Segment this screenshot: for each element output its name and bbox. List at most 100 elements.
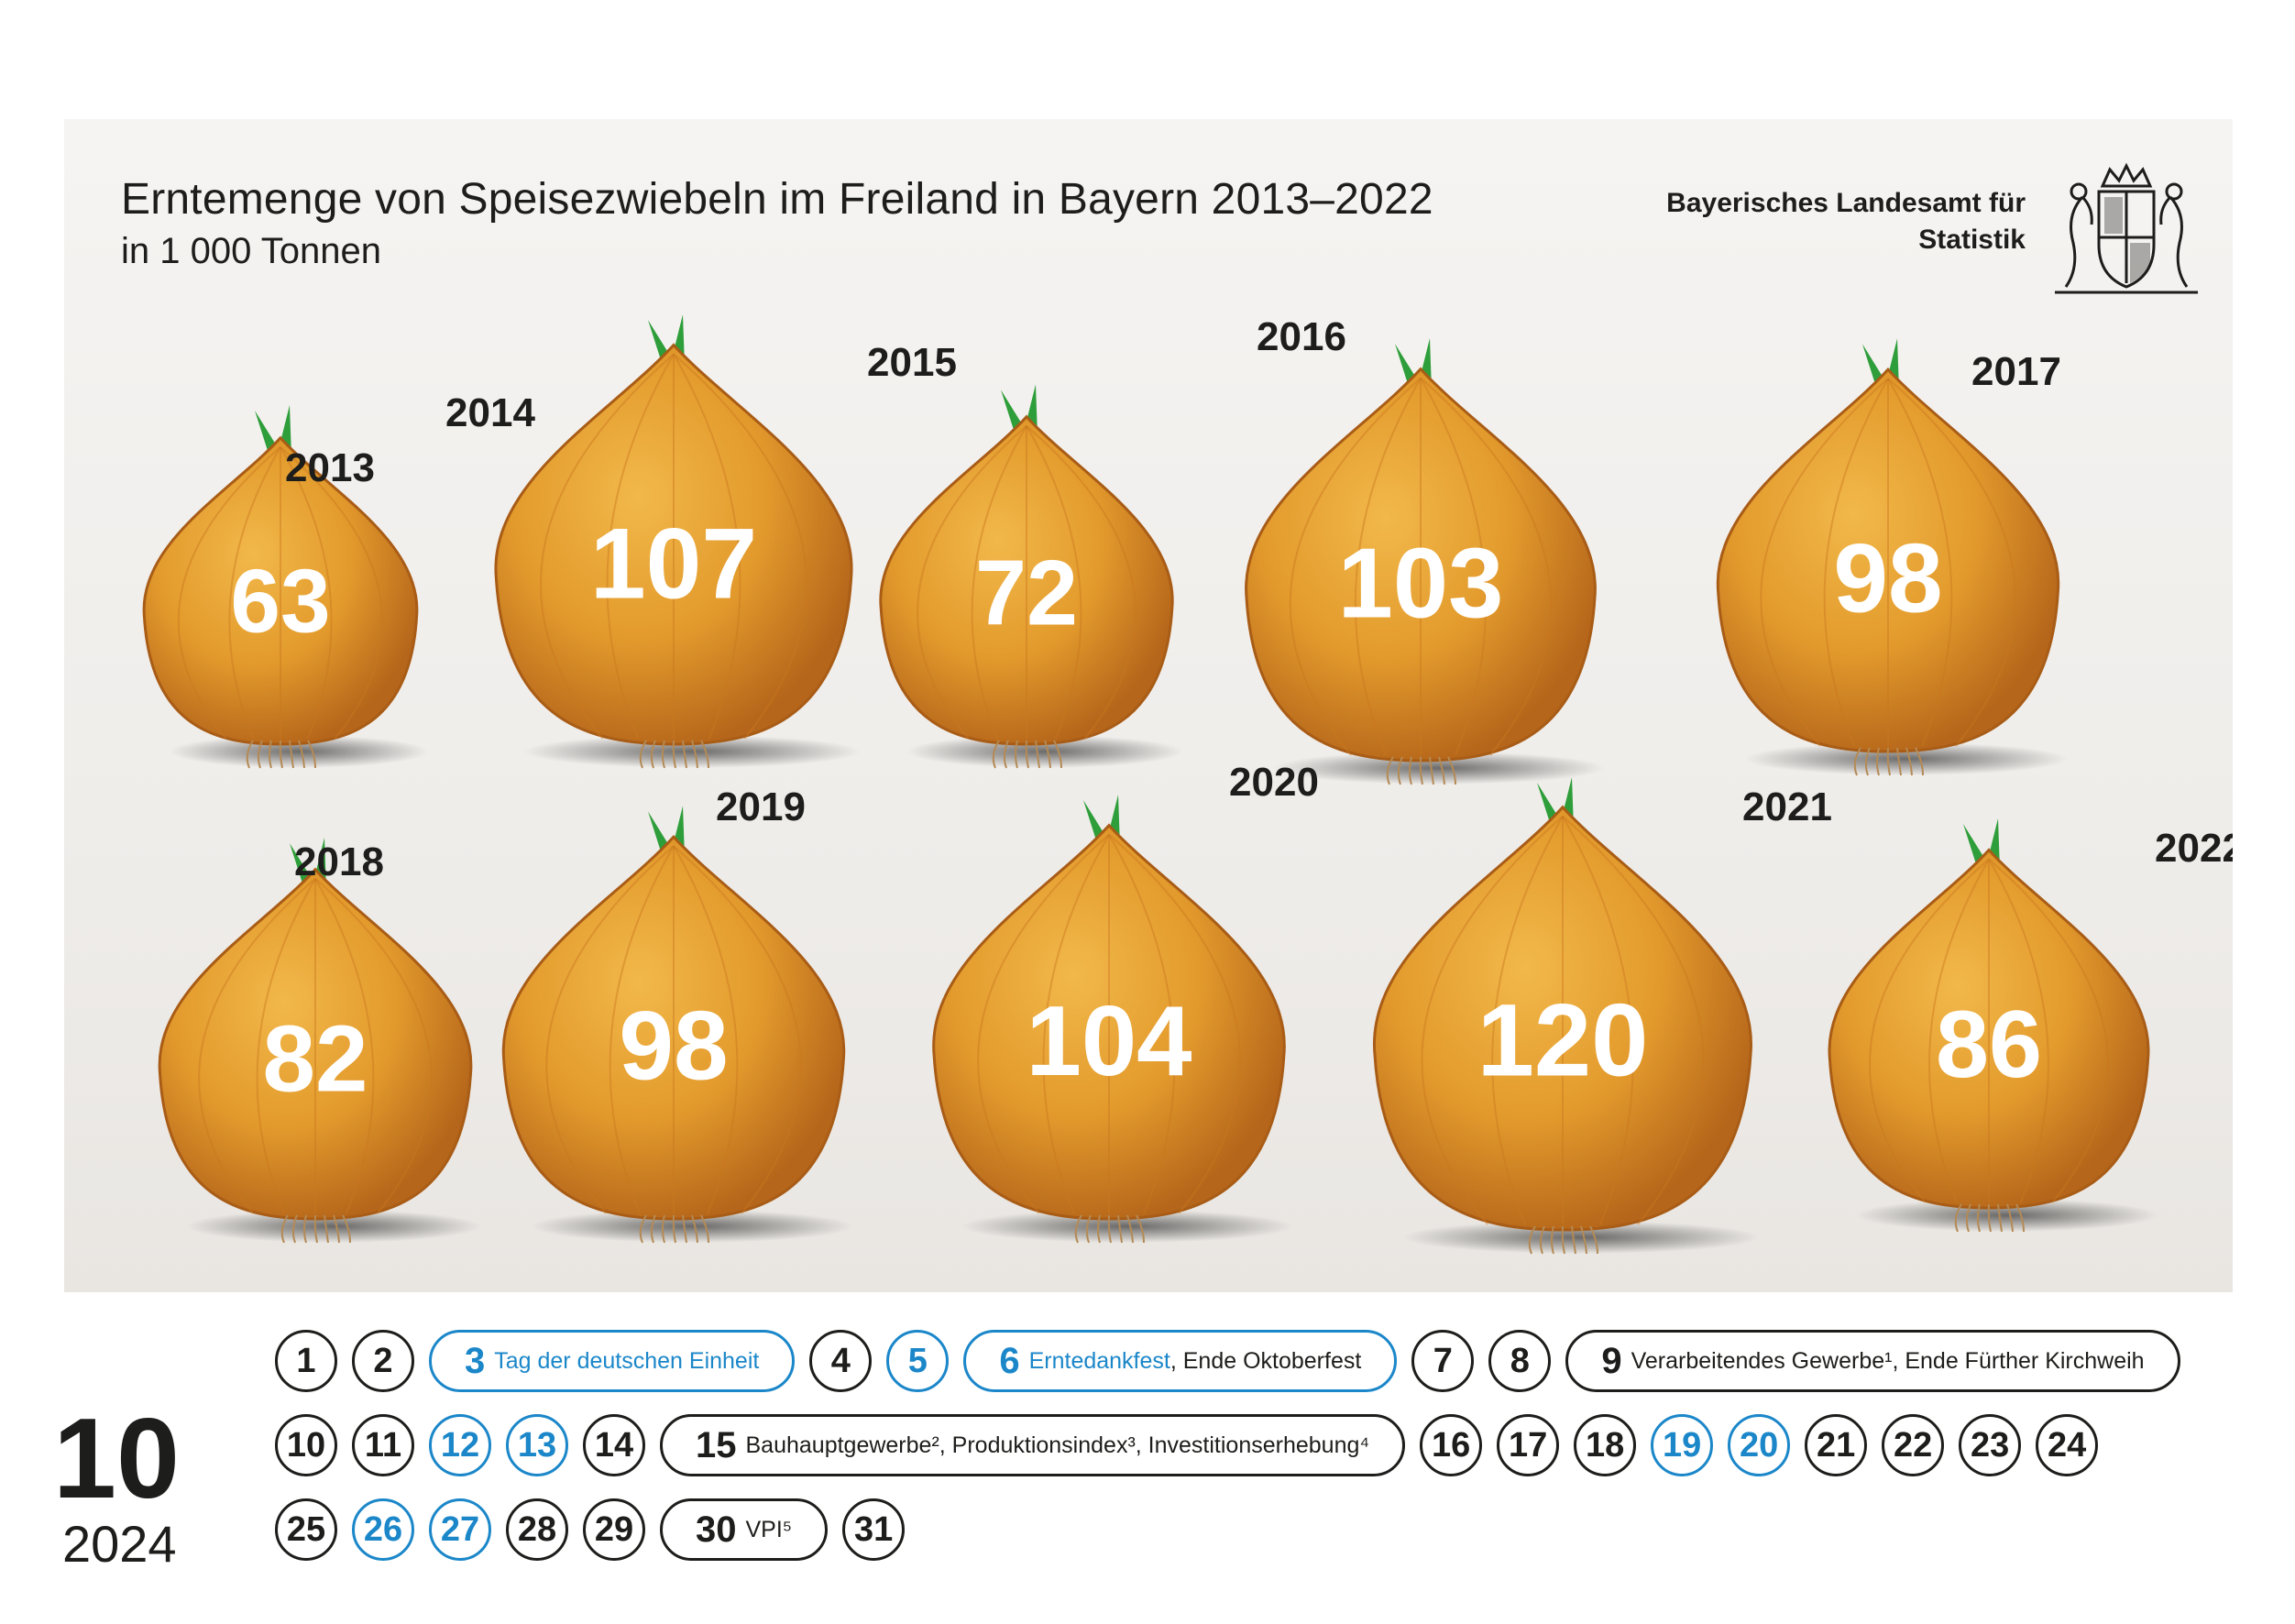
onion-stripe — [1108, 834, 1176, 1214]
day-note: VPI⁵ — [745, 1516, 793, 1542]
onion-root — [1003, 740, 1009, 769]
calendar-day-with-note: 6 Erntedankfest, Ende Oktoberfest — [963, 1330, 1398, 1392]
onion-stripe — [1988, 858, 2109, 1203]
onion-root — [1409, 756, 1412, 785]
onion-root — [291, 1214, 298, 1244]
onion-root — [1977, 1203, 1981, 1233]
onion-stripe — [1988, 859, 2049, 1203]
calendar-day: 26 — [352, 1498, 414, 1561]
onion-root — [307, 740, 316, 769]
calendar-day: 20 — [1728, 1414, 1791, 1476]
onion-root — [650, 1214, 656, 1244]
onion-stripe — [673, 845, 739, 1214]
onion-root — [246, 740, 254, 769]
calendar-week-row-2: 10 11 12 13 14 15 Bauhauptgewerbe², Produktion… — [275, 1413, 2099, 1477]
onion-stripe — [1562, 816, 1634, 1225]
onion-root — [324, 1214, 329, 1244]
value-label: 120 — [1477, 982, 1649, 1097]
onion-root — [1044, 740, 1051, 769]
onion-stripe — [1823, 378, 1889, 747]
onion-stripe — [977, 833, 1110, 1214]
calendar-day-with-note: 9 Verarbeitendes Gewerbe¹, Ende Fürther K… — [1565, 1330, 2180, 1392]
onion-shadow — [1856, 1199, 2158, 1232]
calendar-year: 2024 — [62, 1515, 177, 1573]
onion-stripe — [1928, 859, 1990, 1203]
onion-root — [1085, 1214, 1092, 1244]
onion-stripe — [1042, 834, 1110, 1214]
calendar-day: 25 — [275, 1498, 337, 1561]
onion-stripe — [673, 353, 741, 740]
onion-root — [269, 740, 272, 769]
onion-stripe — [1887, 378, 2016, 747]
day-note-extra: , Ende Oktoberfest — [1169, 1347, 1362, 1374]
onion-root — [1429, 756, 1434, 785]
value-label: 98 — [619, 991, 728, 1101]
onion-shadow — [906, 735, 1183, 768]
onion-stripe — [314, 878, 375, 1214]
onion-root — [333, 1214, 340, 1244]
onion-root — [700, 1214, 709, 1244]
onion-shadow — [523, 735, 861, 768]
onion-2016: 103 — [1245, 338, 1605, 785]
coat-of-arms-logo — [2055, 162, 2198, 294]
chart-panel: 63 2013 107 2014 72 2015 103 2016 98 2017 82 2018 98… — [64, 119, 2233, 1292]
onion-shadow — [1745, 742, 2068, 775]
onion-root — [279, 740, 283, 769]
onion-stripe — [673, 845, 802, 1214]
day-number: 3 — [465, 1340, 486, 1381]
onion-root — [1136, 1214, 1145, 1244]
onion-root — [2006, 1203, 2014, 1233]
onion-shadow — [961, 1210, 1294, 1243]
onion-2018: 82 — [158, 838, 481, 1244]
calendar-week-row-1: 1 2 3 Tag der deutschen Einheit 4 5 6 Erntedank… — [275, 1329, 2180, 1393]
onion-root — [1074, 1214, 1082, 1244]
value-label: 86 — [1936, 992, 2042, 1098]
calendar-day: 19 — [1651, 1414, 1714, 1476]
chart-title: Erntemenge von Speisezwiebeln im Freilan… — [121, 175, 1433, 224]
onion-stripe — [606, 353, 675, 740]
onion-root — [1438, 756, 1445, 785]
day-note: Verarbeitendes Gewerbe¹, Ende Fürther Ki… — [1631, 1347, 2145, 1374]
calendar-day: 2 — [352, 1330, 414, 1392]
onion-root — [662, 1214, 665, 1244]
onion-root — [1965, 1203, 1971, 1233]
calendar-day: 10 — [275, 1414, 337, 1476]
calendar-day: 5 — [886, 1330, 950, 1392]
onion-root — [1107, 1214, 1112, 1244]
year-label: 2020 — [1229, 760, 1319, 805]
onion-stripe — [540, 353, 675, 740]
onion-root — [1386, 756, 1394, 785]
value-label: 103 — [1338, 528, 1504, 639]
onion-root — [298, 740, 305, 769]
onion-stripe — [1420, 377, 1553, 756]
calendar-day: 27 — [429, 1498, 491, 1561]
agency-name-line1: Bayerisches Landesamt für — [1666, 188, 2026, 218]
onion-root — [1896, 747, 1902, 776]
onion-root — [1580, 1225, 1587, 1255]
calendar-day: 11 — [352, 1414, 414, 1476]
value-label: 82 — [263, 1005, 368, 1112]
onion-stripe — [1354, 378, 1422, 756]
onion-stripe — [280, 446, 333, 740]
onion-root — [682, 1214, 687, 1244]
year-label: 2018 — [294, 839, 384, 884]
onion-2017: 98 — [1716, 338, 2068, 776]
onion-root — [672, 740, 676, 769]
calendar-day: 1 — [275, 1330, 337, 1392]
calendar-day: 16 — [1420, 1414, 1483, 1476]
onion-root — [303, 1214, 307, 1244]
onion-root — [1397, 756, 1403, 785]
onion-root — [682, 740, 687, 769]
agency-name: Bayerisches Landesamt für Statistik — [1666, 185, 2026, 258]
day-number: 30 — [696, 1509, 737, 1550]
onion-root — [289, 740, 294, 769]
onion-2014: 107 — [494, 314, 861, 769]
calendar-day-with-note: 3 Tag der deutschen Einheit — [429, 1330, 796, 1392]
onion-stripe — [198, 877, 316, 1214]
onion-2019: 98 — [501, 806, 853, 1244]
calendar-week-row-3: 25 26 27 28 29 30 VPI⁵ 31 — [275, 1498, 906, 1562]
calendar-day: 13 — [506, 1414, 568, 1476]
onion-stripe — [917, 424, 1027, 740]
onion-2021: 120 — [1373, 777, 1760, 1255]
onion-stripe — [1289, 377, 1422, 756]
